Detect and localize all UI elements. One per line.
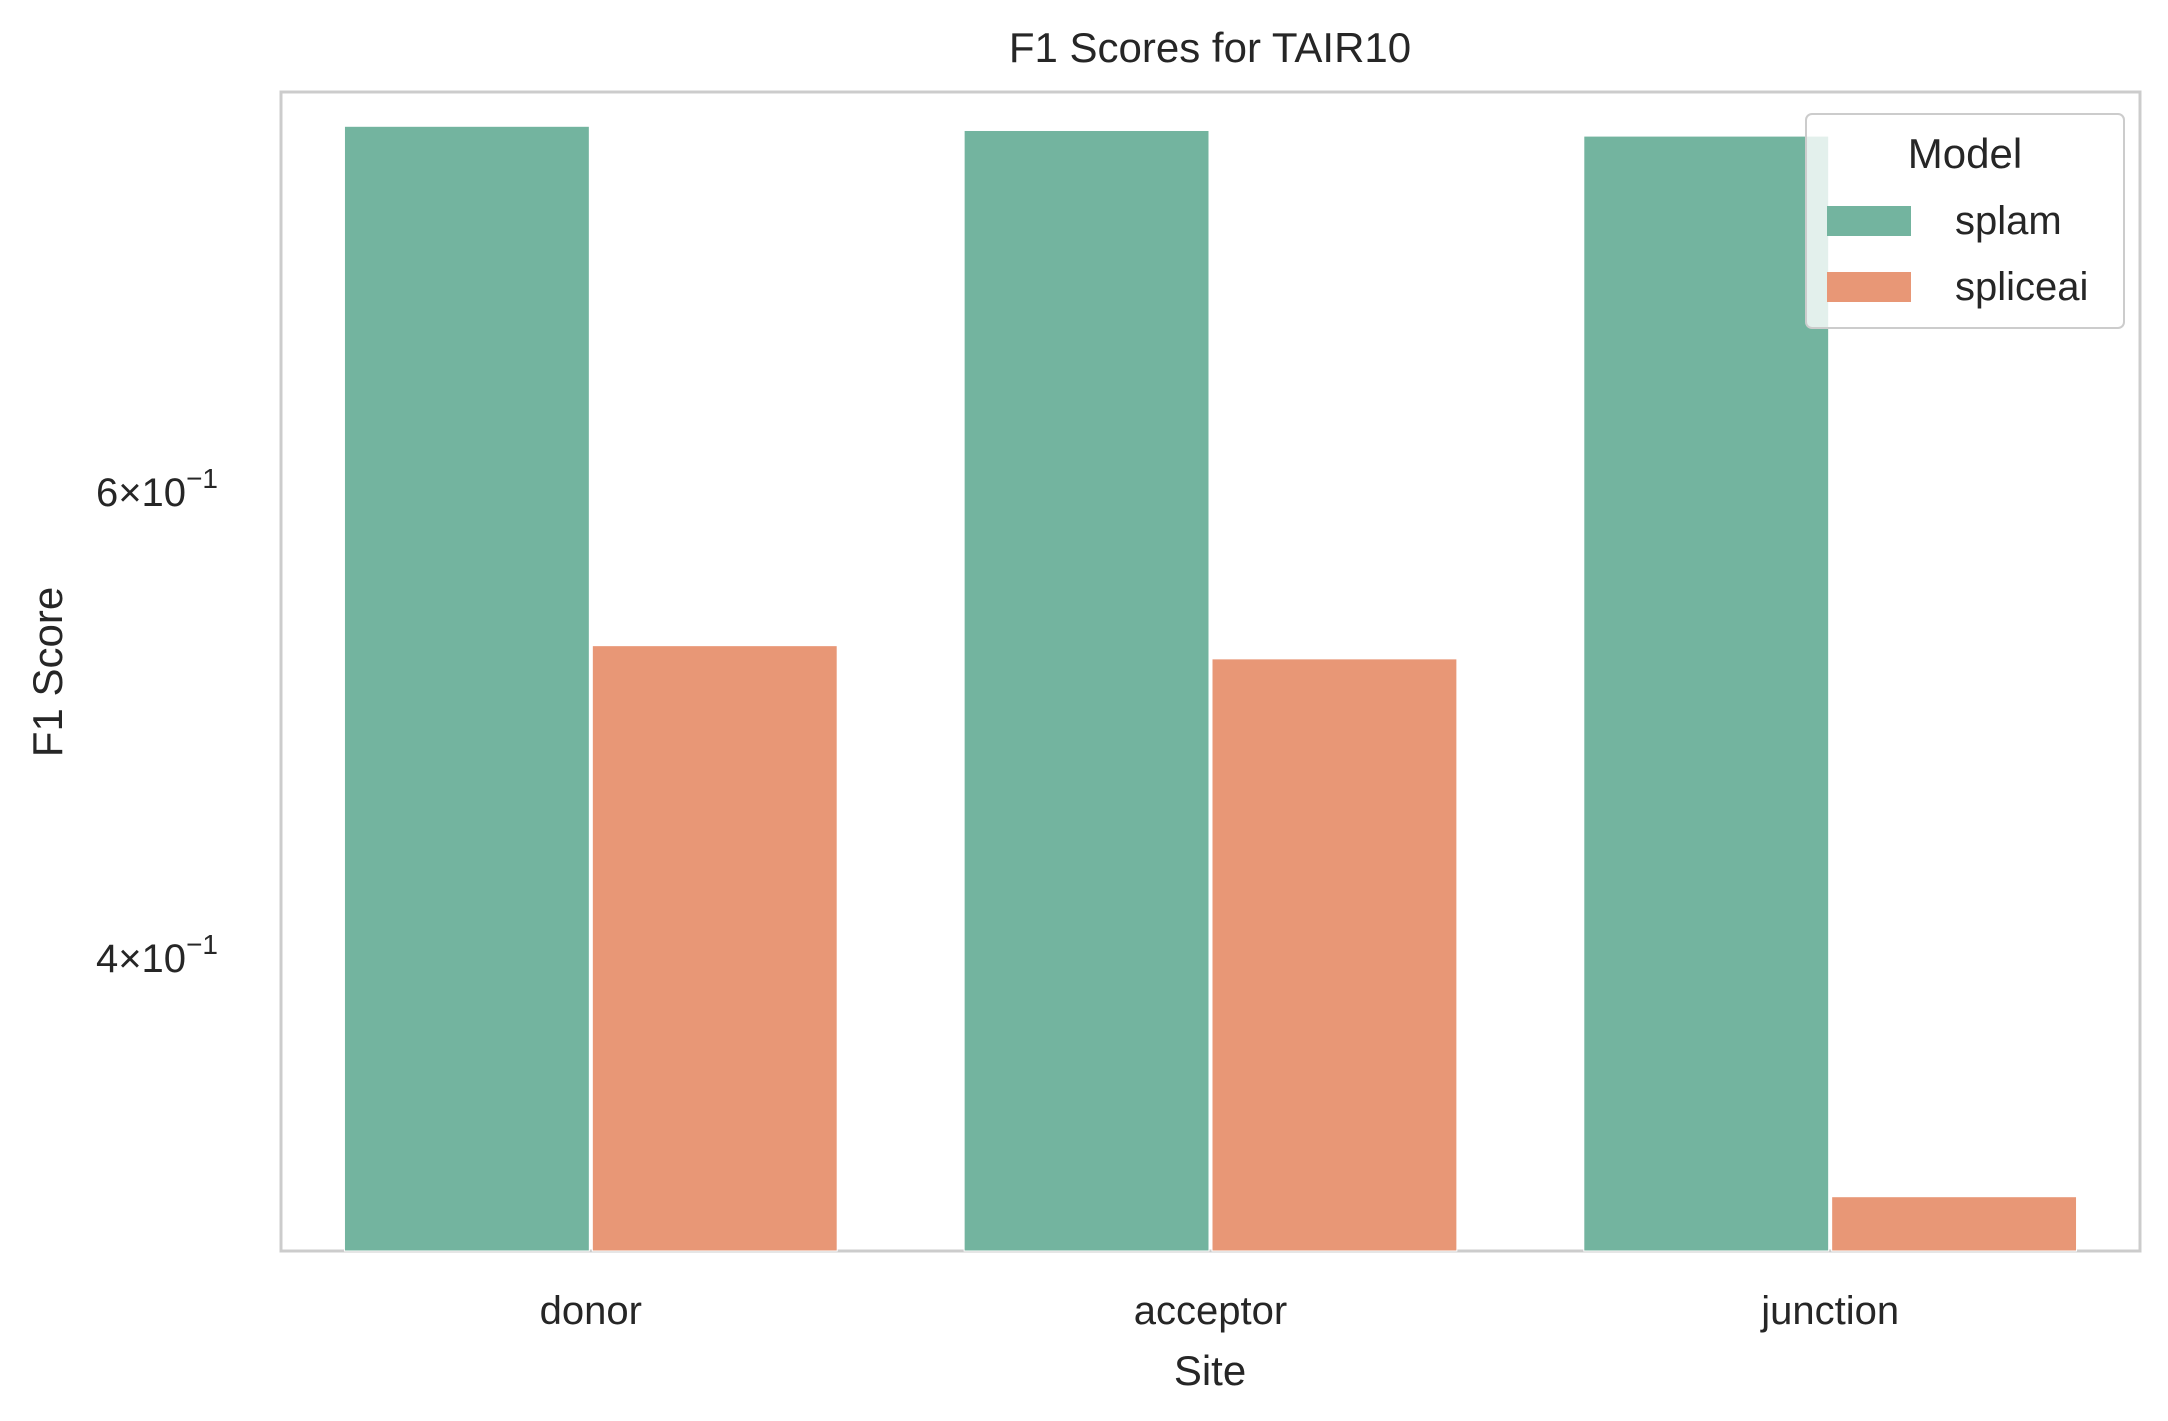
legend-title: Model [1908,130,2022,177]
x-axis-label: Site [1174,1347,1246,1394]
x-axis: donor acceptor junction [540,1289,1899,1333]
bars [343,125,2078,1252]
legend-swatch-spliceai [1827,272,1911,302]
bar-splam-donor [343,125,590,1252]
legend-items: splam spliceai [1827,199,2088,309]
legend-swatch-splam [1827,206,1911,236]
legend-label-splam: splam [1955,199,2062,243]
bar-spliceai-junction [1831,1196,2078,1252]
x-tick-label: acceptor [1134,1289,1287,1333]
y-tick-label: 6×10−1 [96,463,218,515]
y-axis: 6×10−1 4×10−1 [96,463,218,981]
bar-splam-junction [1583,135,1830,1252]
legend: Model splam spliceai [1805,113,2125,329]
bar-splam-acceptor [963,129,1210,1252]
y-tick-label: 4×10−1 [96,929,218,981]
y-axis-label: F1 Score [24,587,71,757]
x-tick-label: donor [540,1289,642,1333]
bar-spliceai-acceptor [1211,658,1458,1252]
x-tick-label: junction [1760,1289,1899,1333]
legend-label-spliceai: spliceai [1955,265,2088,309]
chart-title: F1 Scores for TAIR10 [1009,24,1411,71]
bar-spliceai-donor [591,645,838,1252]
